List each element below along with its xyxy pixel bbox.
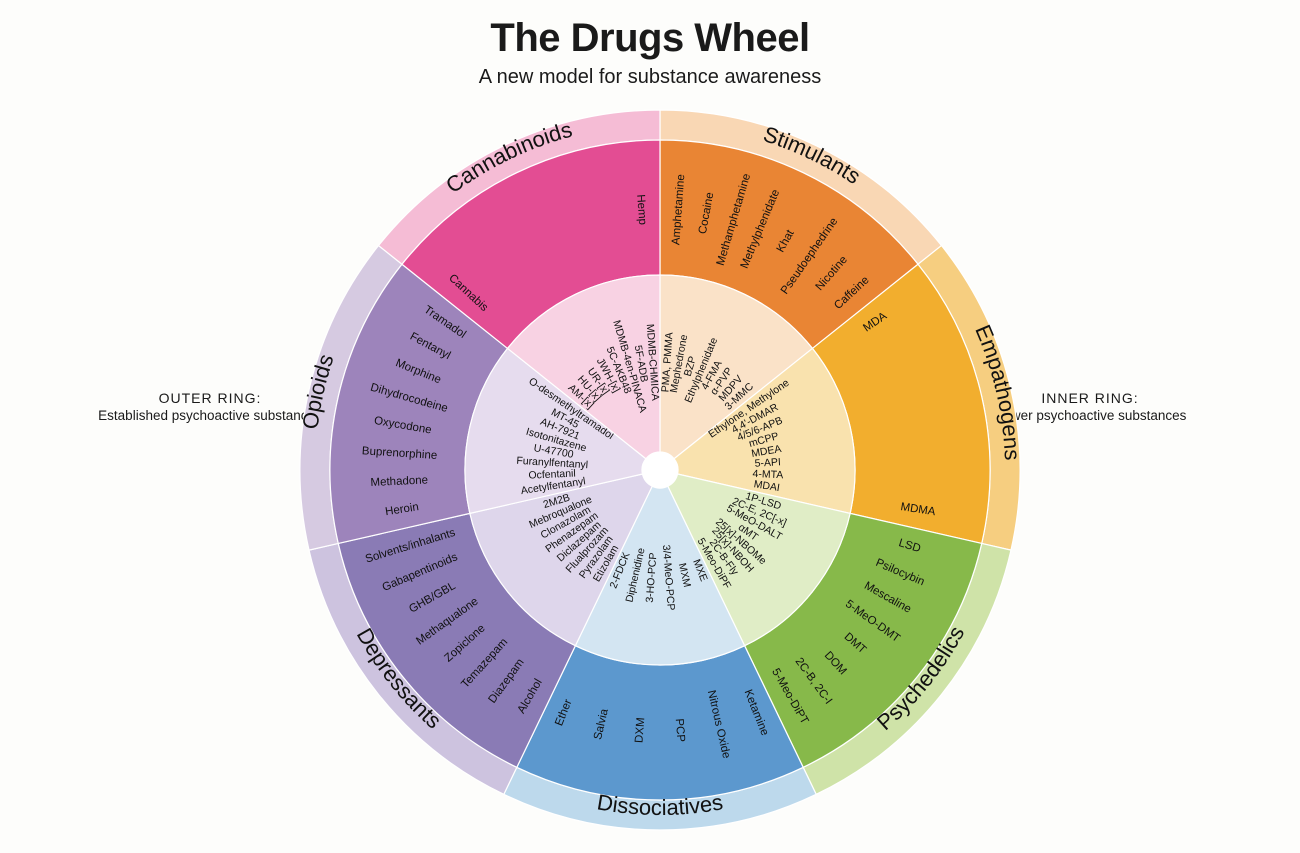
outer-ring-item: Methadone	[370, 474, 428, 489]
wheel-hub	[642, 452, 678, 488]
page-subtitle: A new model for substance awareness	[0, 66, 1300, 89]
drugs-wheel-diagram: StimulantsAmphetamineCocaineMethamphetam…	[290, 100, 1030, 840]
outer-ring-item: Hemp	[634, 194, 648, 225]
outer-ring-item: DXM	[633, 717, 647, 743]
outer-ring-item: PCP	[673, 718, 687, 743]
page-title: The Drugs Wheel	[0, 16, 1300, 61]
